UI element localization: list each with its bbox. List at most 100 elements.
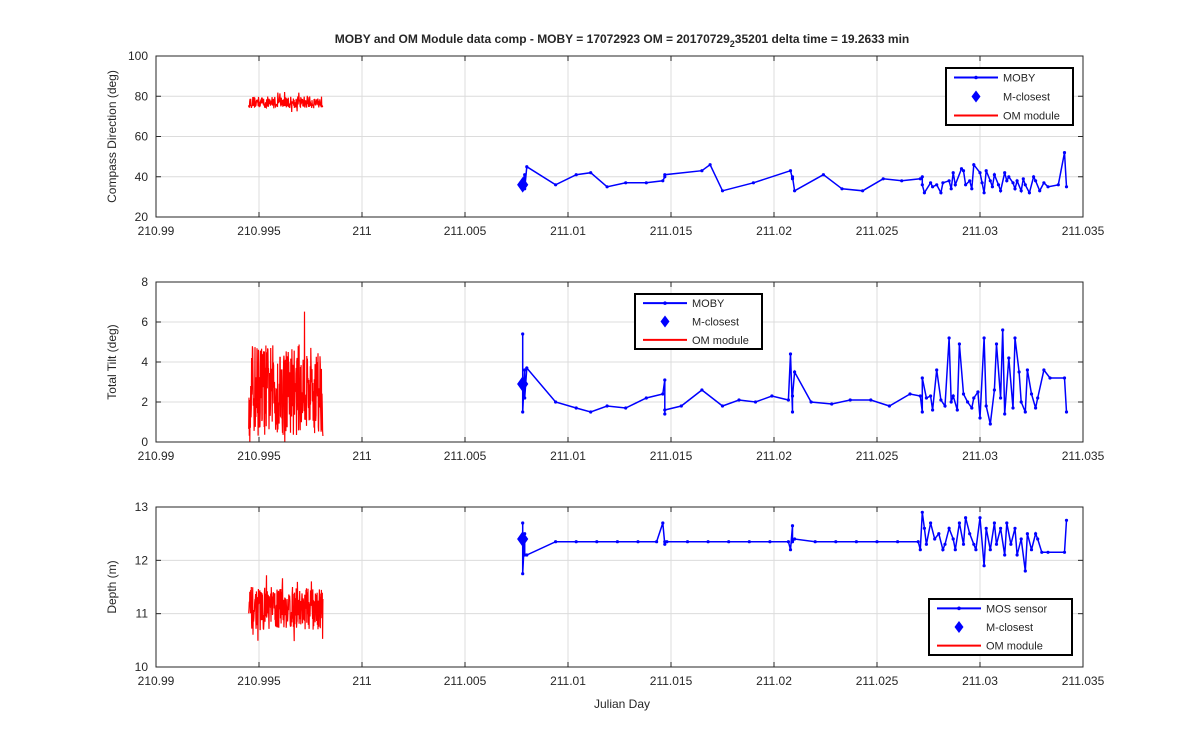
data-point	[924, 396, 929, 400]
legend-marker-m-closest	[660, 315, 670, 328]
data-point	[961, 392, 966, 396]
data-point	[1007, 356, 1011, 360]
data-point	[574, 173, 578, 177]
data-point	[935, 183, 939, 187]
data-point	[813, 540, 817, 544]
data-point	[661, 392, 665, 396]
data-point	[848, 398, 852, 402]
x-tick-label: 211.015	[650, 224, 693, 238]
data-point	[918, 394, 922, 398]
x-tick-label: 211.005	[444, 224, 487, 238]
x-tick-label: 210.995	[237, 674, 281, 688]
x-tick-label: 211	[352, 224, 371, 238]
data-point	[939, 191, 943, 195]
x-tick-label: 211.005	[444, 449, 487, 463]
data-point	[972, 396, 976, 400]
x-tick-label: 211.015	[650, 674, 693, 688]
data-point	[974, 548, 978, 552]
data-point	[1005, 179, 1009, 183]
data-point	[1036, 537, 1040, 541]
data-point	[747, 540, 751, 544]
data-point	[988, 422, 992, 426]
subplot-3: 210.99 210.995 211 211.005 211.01 211.015 211.…	[105, 500, 1105, 688]
title-main: MOBY and OM Module data comp - MOBY = 17…	[335, 32, 730, 46]
data-point	[933, 537, 937, 541]
data-point	[1040, 550, 1044, 554]
y-tick-label: 100	[128, 49, 148, 63]
data-point	[937, 532, 941, 536]
data-point	[644, 181, 648, 185]
x-tick-label: 211.02	[756, 224, 792, 238]
data-point	[1023, 410, 1027, 414]
data-point	[1013, 526, 1017, 530]
data-point	[1034, 532, 1038, 536]
data-point	[663, 408, 667, 412]
data-point	[941, 181, 945, 185]
data-point	[984, 404, 988, 408]
x-tick-label: 211	[352, 674, 371, 688]
x-tick-label: 211.025	[856, 224, 899, 238]
data-point	[661, 179, 665, 183]
legend-marker-dot	[974, 75, 978, 80]
data-point	[939, 398, 943, 402]
x-tick-label: 210.99	[138, 224, 175, 238]
data-point	[916, 540, 920, 544]
data-point	[624, 181, 628, 185]
data-point	[1038, 189, 1042, 193]
data-point	[727, 540, 731, 544]
legend-label: M-closest	[986, 622, 1033, 634]
legend-marker-m-closest	[971, 90, 981, 103]
data-point	[554, 540, 558, 544]
data-point	[972, 542, 976, 546]
data-point	[751, 181, 756, 185]
data-point	[982, 564, 986, 568]
data-point	[924, 542, 929, 546]
data-point	[968, 179, 972, 183]
data-point	[1011, 406, 1015, 410]
y-tick-label: 8	[141, 275, 148, 289]
data-point	[918, 548, 922, 552]
data-point	[788, 169, 793, 173]
data-point	[788, 352, 793, 356]
axes-box	[155, 55, 1084, 218]
legend-label: OM module	[692, 335, 749, 347]
y-axis-label: Depth (m)	[105, 560, 119, 613]
data-point	[790, 524, 795, 528]
data-point	[644, 396, 648, 400]
data-point	[1003, 412, 1007, 416]
data-point	[929, 181, 933, 185]
data-point	[887, 404, 892, 408]
series-line-moby	[521, 329, 1068, 425]
y-tick-label: 13	[135, 500, 149, 514]
data-point	[720, 404, 725, 408]
data-point	[1042, 368, 1046, 372]
data-point	[1062, 550, 1067, 554]
data-point	[1009, 542, 1013, 546]
data-point	[920, 183, 924, 187]
data-point	[990, 185, 995, 189]
data-point	[978, 516, 982, 520]
data-point	[947, 179, 951, 183]
data-point	[984, 526, 988, 530]
data-point	[957, 521, 962, 525]
data-point	[770, 394, 774, 398]
data-point	[935, 368, 939, 372]
data-point	[768, 540, 772, 544]
legend-marker-dot	[663, 301, 667, 305]
data-point	[554, 183, 558, 187]
data-point	[521, 572, 525, 576]
data-point	[951, 394, 955, 398]
x-tick-label: 211.03	[962, 224, 998, 238]
data-point	[988, 548, 992, 552]
data-point	[1029, 548, 1034, 552]
data-point	[1046, 185, 1050, 189]
data-point	[978, 416, 982, 420]
data-point	[661, 521, 665, 525]
y-tick-label: 6	[141, 315, 148, 329]
data-point	[574, 540, 578, 544]
data-point	[951, 171, 955, 175]
data-point	[1046, 550, 1050, 554]
data-point	[929, 394, 933, 398]
data-point	[786, 540, 791, 544]
data-point	[920, 175, 924, 179]
